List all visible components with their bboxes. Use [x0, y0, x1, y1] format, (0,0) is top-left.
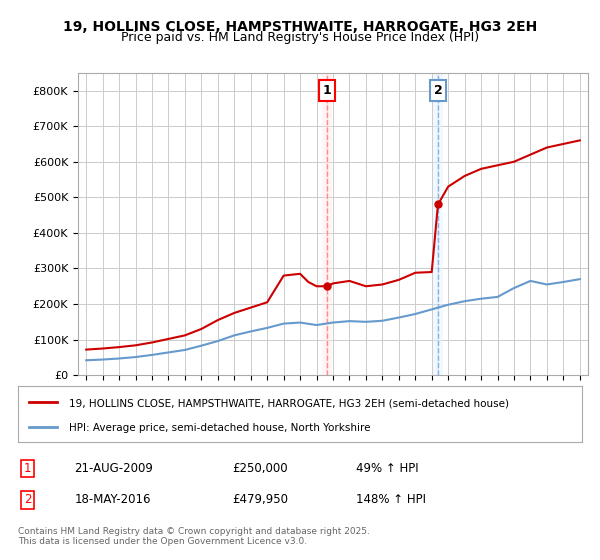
Bar	[437, 73, 439, 375]
Text: Price paid vs. HM Land Registry's House Price Index (HPI): Price paid vs. HM Land Registry's House …	[121, 31, 479, 44]
Text: 19, HOLLINS CLOSE, HAMPSTHWAITE, HARROGATE, HG3 2EH: 19, HOLLINS CLOSE, HAMPSTHWAITE, HARROGA…	[63, 20, 537, 34]
Text: 1: 1	[323, 84, 332, 97]
Bar	[433, 73, 443, 375]
Text: 18-MAY-2016: 18-MAY-2016	[74, 493, 151, 506]
Text: 19, HOLLINS CLOSE, HAMPSTHWAITE, HARROGATE, HG3 2EH (semi-detached house): 19, HOLLINS CLOSE, HAMPSTHWAITE, HARROGA…	[69, 398, 509, 408]
Text: £250,000: £250,000	[232, 462, 288, 475]
Text: Contains HM Land Registry data © Crown copyright and database right 2025.
This d: Contains HM Land Registry data © Crown c…	[18, 526, 370, 546]
Text: 49% ↑ HPI: 49% ↑ HPI	[356, 462, 419, 475]
Text: HPI: Average price, semi-detached house, North Yorkshire: HPI: Average price, semi-detached house,…	[69, 423, 370, 433]
Text: 2: 2	[434, 84, 442, 97]
Text: 2: 2	[23, 493, 31, 506]
Text: 21-AUG-2009: 21-AUG-2009	[74, 462, 153, 475]
Text: 148% ↑ HPI: 148% ↑ HPI	[356, 493, 427, 506]
Text: 1: 1	[23, 462, 31, 475]
Bar	[326, 73, 328, 375]
Text: £479,950: £479,950	[232, 493, 289, 506]
Bar	[322, 73, 332, 375]
